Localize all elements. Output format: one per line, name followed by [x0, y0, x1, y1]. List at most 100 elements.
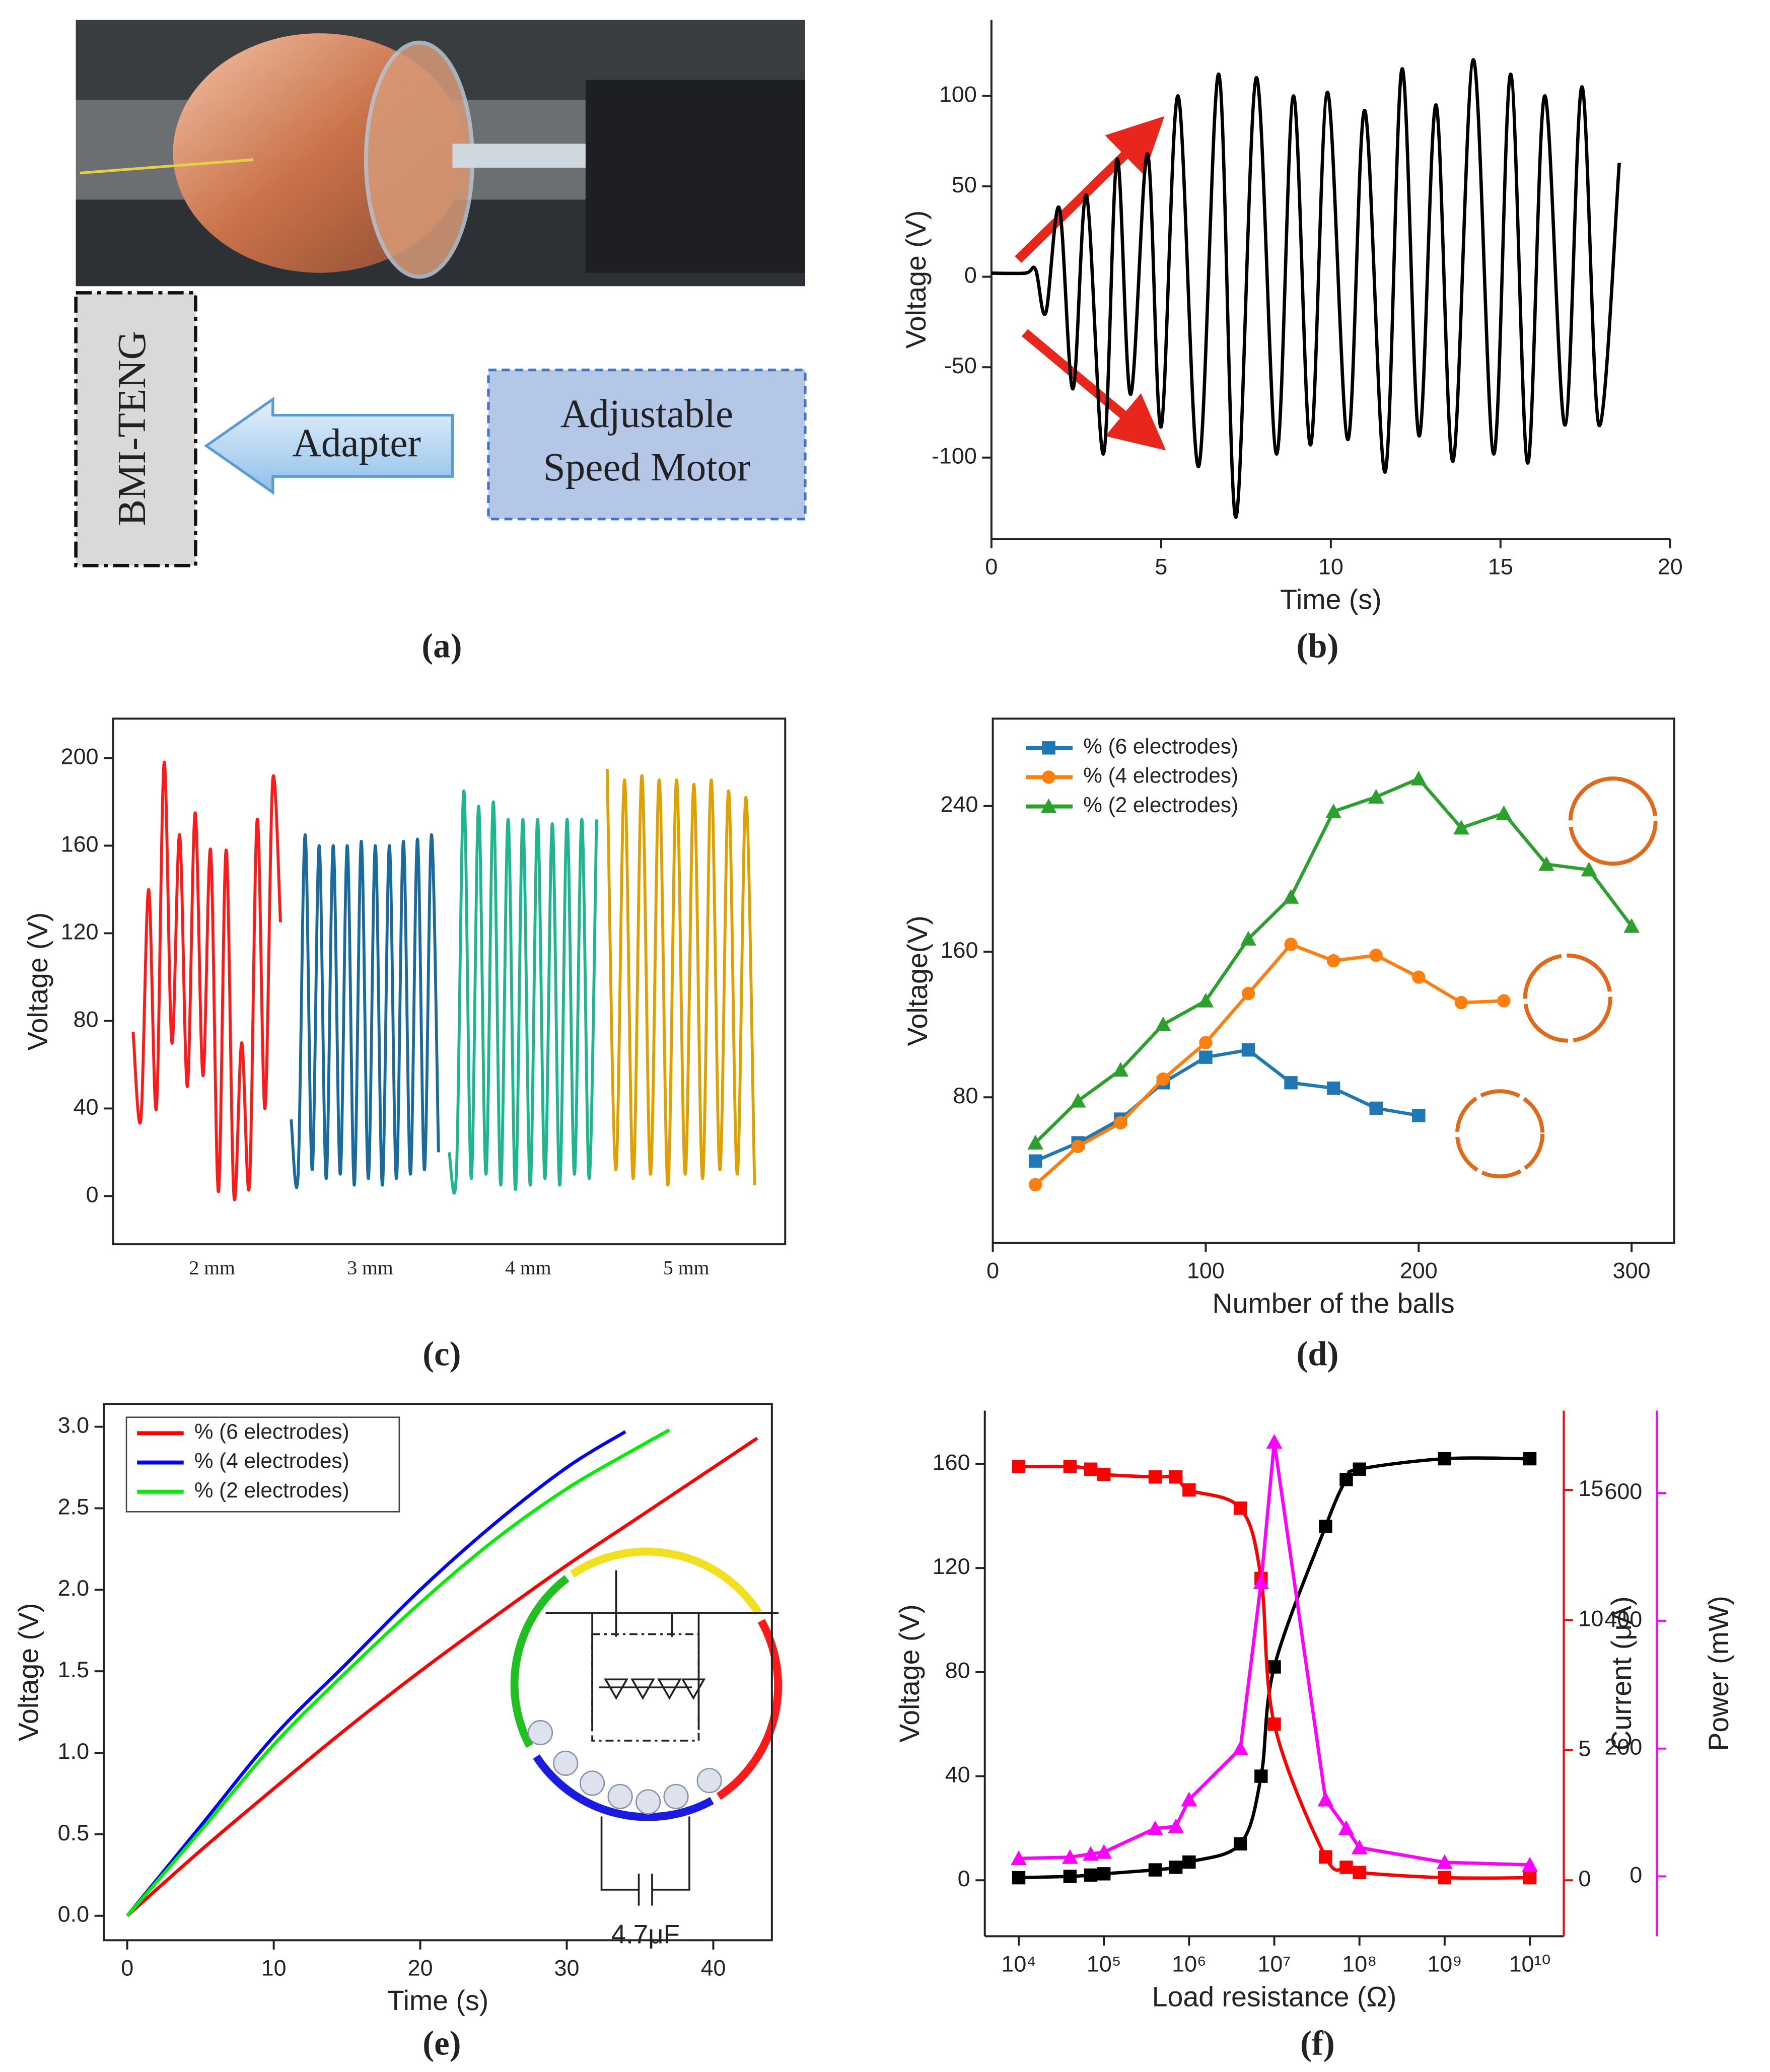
marker: [1182, 1855, 1196, 1869]
series-line: [126, 1437, 758, 1917]
y-tick-label: 0: [958, 1866, 970, 1891]
x-axis-label: Number of the balls: [1213, 1288, 1455, 1319]
marker: [1351, 1839, 1368, 1854]
marker: [1338, 1820, 1355, 1835]
marker: [1319, 1850, 1332, 1864]
panel-caption: (f): [1300, 2024, 1335, 2062]
marker: [1083, 1846, 1099, 1861]
category-label: 2 mm: [189, 1256, 236, 1278]
y-axis-label: Voltage (V): [894, 1604, 925, 1743]
marker: [1063, 1460, 1077, 1473]
y-tick-label: 1.0: [58, 1738, 89, 1764]
marker: [1112, 1062, 1129, 1077]
x-tick-label: 0: [121, 1955, 133, 1980]
y-tick-label: 80: [74, 1006, 99, 1032]
marker: [1437, 1854, 1453, 1869]
marker: [1319, 1520, 1332, 1533]
marker: [1339, 1473, 1353, 1486]
panel-caption: (d): [1296, 1335, 1338, 1373]
marker: [1114, 1116, 1127, 1130]
marker: [1412, 1109, 1426, 1122]
motor-box: [487, 369, 807, 521]
y-tick-label: 120: [61, 918, 99, 944]
x-tick-label: 10: [261, 1955, 287, 1980]
legend-label: % (6 electrodes): [194, 1420, 349, 1444]
y2-tick-label: 0: [1578, 1866, 1591, 1891]
x-tick-label: 10⁸: [1342, 1951, 1377, 1976]
y-tick-label: 40: [74, 1094, 99, 1119]
y-tick-label: 0: [86, 1181, 99, 1207]
marker: [1412, 970, 1426, 984]
marker: [1266, 1434, 1283, 1449]
marker: [1097, 1467, 1111, 1481]
marker: [1283, 889, 1299, 904]
marker: [1267, 1660, 1281, 1674]
y2-tick-label: 10: [1578, 1605, 1603, 1631]
y-axis-label: Voltage(V): [902, 915, 933, 1046]
x-tick-label: 10⁴: [1001, 1951, 1036, 1976]
y-tick-label: -50: [944, 352, 977, 378]
marker: [1369, 948, 1383, 962]
capacitor-label: 4.7μF: [611, 1919, 680, 1949]
x-tick-label: 10⁹: [1427, 1951, 1462, 1976]
y2-axis-label: Current (μA): [1606, 1596, 1637, 1750]
marker: [1369, 1101, 1383, 1115]
marker: [1197, 992, 1214, 1008]
y-tick-label: 1.5: [58, 1657, 89, 1682]
y-tick-label: 80: [945, 1658, 970, 1683]
marker: [1326, 954, 1340, 968]
y-tick-label: 120: [933, 1553, 970, 1579]
marker: [1169, 1861, 1183, 1874]
marker: [1084, 1868, 1098, 1882]
marker: [1071, 1139, 1085, 1154]
marker: [1353, 1866, 1366, 1879]
electrode-icons: [1455, 776, 1658, 1179]
x-tick-label: 10⁵: [1087, 1951, 1121, 1976]
x-tick-label: 30: [554, 1955, 580, 1980]
marker: [1241, 986, 1255, 1001]
marker: [1155, 1016, 1171, 1031]
marker: [1523, 1452, 1537, 1466]
series-line: [290, 833, 440, 1189]
marker: [1453, 820, 1469, 835]
adapter-arrow: [204, 396, 454, 495]
marker: [1063, 1870, 1077, 1883]
marker: [1410, 770, 1427, 785]
plot-frame: [112, 718, 787, 1246]
photo: [76, 20, 805, 287]
marker: [1353, 1462, 1366, 1476]
marker: [1012, 1871, 1026, 1885]
legend-label: % (2 electrodes): [194, 1478, 349, 1502]
x-axis-label: Time (s): [387, 1985, 488, 2016]
marker: [1070, 1093, 1086, 1108]
panel-caption: (e): [422, 2024, 461, 2062]
marker: [1317, 1792, 1334, 1807]
marker: [1368, 789, 1384, 804]
x-tick-label: 0: [986, 1257, 999, 1283]
y3-tick-label: 600: [1604, 1478, 1642, 1504]
x-tick-label: 10⁷: [1257, 1951, 1291, 1976]
marker: [1267, 1717, 1281, 1731]
legend-label: % (2 electrodes): [1083, 793, 1238, 817]
category-label: 4 mm: [505, 1256, 551, 1278]
series-line: [126, 1428, 670, 1917]
y-tick-label: 160: [941, 937, 978, 963]
series-line: [1034, 943, 1504, 1186]
y-tick-label: 240: [941, 792, 978, 817]
y-tick-label: 2.5: [58, 1493, 89, 1519]
y-tick-label: 100: [939, 81, 977, 107]
series-line: [131, 761, 282, 1201]
marker: [1169, 1470, 1183, 1484]
marker: [1040, 798, 1057, 813]
marker: [1181, 1792, 1197, 1807]
marker: [1438, 1871, 1452, 1885]
marker: [1253, 1574, 1269, 1589]
marker: [1182, 1483, 1196, 1497]
marker: [1254, 1769, 1268, 1783]
marker: [1454, 995, 1468, 1010]
y-axis-label: Voltage (V): [13, 1603, 44, 1741]
y-tick-label: 50: [952, 172, 977, 197]
y-tick-label: 2.0: [58, 1575, 89, 1601]
marker: [1284, 1076, 1298, 1090]
x-tick-label: 20: [1658, 553, 1683, 579]
